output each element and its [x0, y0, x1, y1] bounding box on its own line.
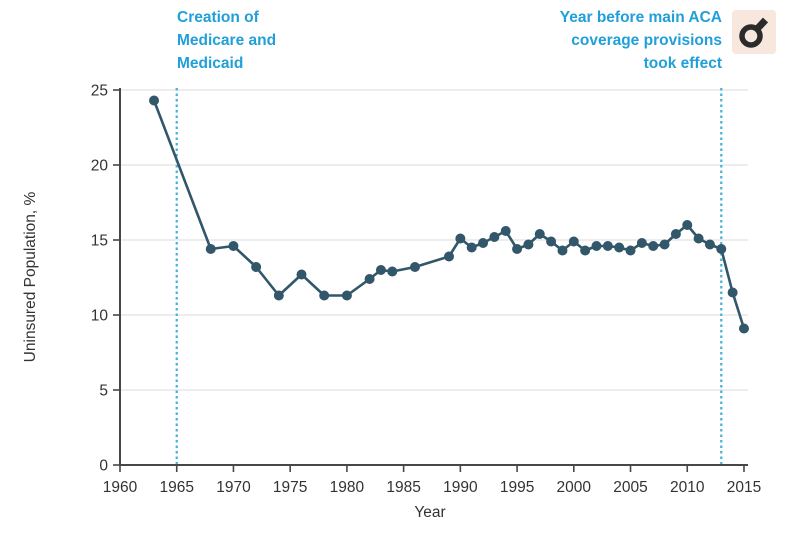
data-point — [489, 232, 500, 242]
y-tick-label: 15 — [91, 233, 108, 250]
x-tick-label: 1980 — [330, 479, 365, 496]
data-point — [478, 238, 489, 248]
data-point — [557, 245, 568, 256]
y-tick-label: 5 — [99, 383, 108, 400]
y-axis-title: Uninsured Population, % — [22, 191, 39, 363]
data-point — [716, 244, 727, 254]
y-tick-label: 20 — [91, 158, 109, 175]
data-point — [375, 265, 386, 275]
x-tick-label: 2015 — [727, 479, 761, 496]
annotation-line: coverage provisions — [571, 32, 722, 49]
data-point — [273, 290, 284, 301]
x-tick-label: 1965 — [159, 479, 193, 496]
data-point — [602, 241, 613, 251]
trend-line — [152, 99, 746, 330]
aca-annotation: Year before main ACA coverage provisions… — [470, 6, 722, 75]
data-point — [444, 251, 455, 262]
medicare-medicaid-annotation: Creation of Medicare and Medicaid — [177, 6, 276, 75]
y-tick-label: 0 — [99, 458, 108, 475]
male-symbol-icon[interactable] — [732, 10, 776, 54]
y-tick-label: 10 — [91, 308, 109, 325]
x-axis-title: Year — [414, 504, 446, 521]
data-point — [704, 239, 715, 250]
data-point — [568, 236, 579, 247]
x-tick-label: 2010 — [670, 479, 705, 496]
x-tick-label: 1990 — [443, 479, 478, 496]
data-point — [341, 290, 352, 301]
data-point — [387, 266, 398, 277]
data-point — [512, 244, 523, 254]
data-point — [636, 238, 647, 248]
data-point — [523, 239, 534, 250]
data-point — [738, 323, 749, 334]
data-point — [364, 274, 375, 284]
data-point — [455, 233, 466, 244]
x-tick-label: 1975 — [273, 479, 307, 496]
data-point — [625, 245, 636, 256]
data-point — [534, 229, 545, 239]
data-point — [591, 241, 602, 251]
x-tick-label: 1970 — [216, 479, 251, 496]
x-tick-label: 2000 — [557, 479, 592, 496]
annotation-line: took effect — [643, 55, 722, 72]
data-point — [466, 242, 477, 253]
data-point — [205, 244, 216, 254]
data-point — [149, 95, 160, 106]
data-point — [693, 233, 704, 244]
x-tick-label: 1985 — [386, 479, 420, 496]
x-tick-label: 1960 — [103, 479, 138, 496]
annotation-line: Year before main ACA — [559, 9, 722, 26]
x-tick-label: 2005 — [613, 479, 647, 496]
data-point — [580, 245, 591, 256]
x-tick-label: 1995 — [500, 479, 534, 496]
data-point — [659, 239, 670, 250]
data-point — [670, 229, 681, 239]
annotation-line: Creation of — [177, 9, 259, 26]
male-symbol-glyph — [739, 17, 769, 48]
data-point — [614, 242, 625, 253]
data-point — [228, 241, 239, 251]
data-point — [648, 241, 659, 251]
data-point — [409, 262, 420, 272]
data-point — [682, 220, 693, 230]
data-point — [546, 236, 557, 247]
data-point — [500, 226, 511, 236]
y-tick-label: 25 — [91, 83, 108, 100]
data-point — [319, 290, 330, 301]
data-point — [251, 262, 262, 272]
data-point — [296, 269, 307, 280]
annotation-line: Medicare and — [177, 32, 277, 49]
data-point — [727, 287, 738, 298]
annotation-line: Medicaid — [177, 55, 244, 72]
